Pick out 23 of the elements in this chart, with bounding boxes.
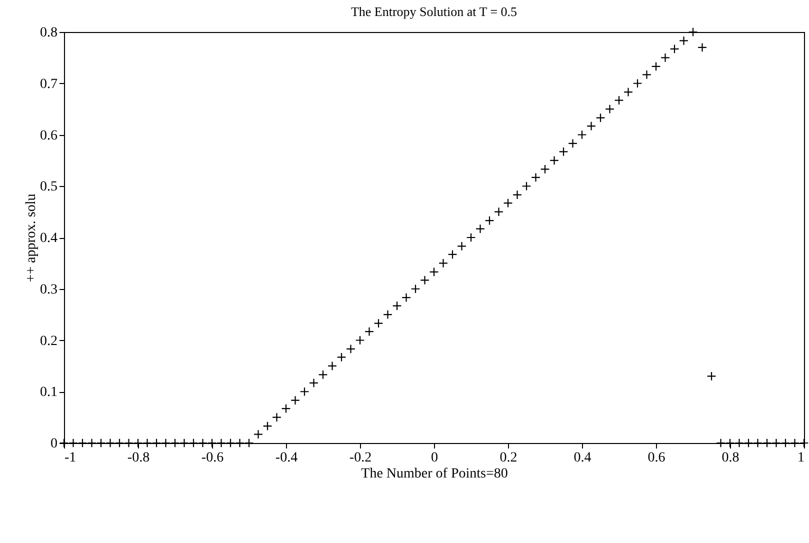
- y-tick-label: 0.2: [40, 334, 58, 349]
- y-tick-label: 0.7: [40, 76, 58, 92]
- y-tick-label: 0.8: [40, 26, 58, 40]
- x-tick-label: -0.8: [127, 450, 150, 466]
- x-axis-title: The Number of Points=80: [361, 466, 508, 482]
- y-tick-label: 0.1: [40, 385, 58, 400]
- x-tick-label: 0: [431, 450, 438, 466]
- x-tick-label: 0.4: [574, 450, 592, 466]
- chart-title: The Entropy Solution at T = 0.5: [350, 4, 518, 19]
- x-tick-label: 0.2: [500, 450, 518, 466]
- x-tick-label: 0.8: [722, 450, 740, 466]
- x-tick-label: 0.6: [648, 450, 666, 466]
- x-tick-label: -1: [64, 450, 76, 466]
- y-tick-label: 0.4: [40, 231, 58, 246]
- y-tick-label: 0.6: [40, 128, 58, 144]
- x-tick-label: 1: [798, 450, 804, 466]
- y-axis-title: ++ approx. solu: [24, 194, 39, 282]
- y-tick-label: 0.5: [40, 180, 58, 195]
- x-tick-label: -0.4: [275, 450, 298, 466]
- y-tick-label: 0.3: [40, 282, 58, 298]
- x-tick-label: -0.6: [201, 450, 224, 466]
- x-tick-label: -0.2: [349, 450, 372, 466]
- y-tick-label: 0: [50, 436, 58, 452]
